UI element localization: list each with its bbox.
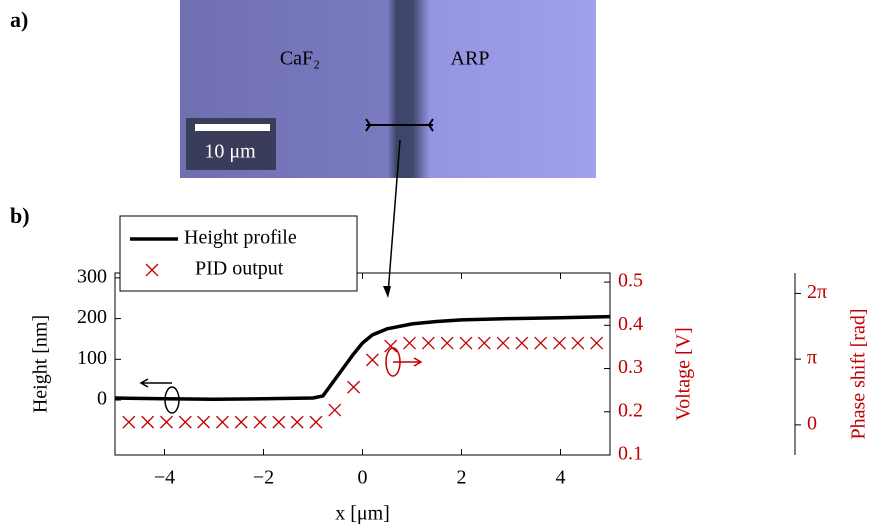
- data-point: [290, 415, 304, 429]
- axis-indicator: [164, 386, 180, 414]
- legend-box: [119, 215, 358, 292]
- y-tick-label: 100: [77, 347, 107, 369]
- data-point: [347, 380, 361, 394]
- x-tick-label: 0: [358, 467, 368, 489]
- data-point: [384, 339, 398, 353]
- y2-axis-label: Voltage [V]: [673, 327, 695, 421]
- data-point: [459, 336, 473, 350]
- data-point: [160, 415, 173, 429]
- x-axis-label: x [μm]: [335, 503, 390, 525]
- y2-tick-label: 0.4: [618, 313, 643, 335]
- data-point: [365, 353, 379, 367]
- y-axis-label: Height [nm]: [30, 315, 52, 413]
- axis-indicator-arrow: [139, 378, 172, 388]
- y3-tick-label: π: [807, 347, 817, 369]
- y-tick-label: 200: [77, 306, 107, 328]
- data-point: [141, 415, 155, 429]
- data-point: [197, 415, 211, 429]
- x-tick-label: −4: [154, 467, 175, 489]
- plot-frame: [114, 272, 611, 456]
- scale-bar-label: 10 μm: [204, 141, 256, 163]
- axis-indicator-arrow: [393, 357, 423, 367]
- data-point: [477, 336, 491, 350]
- arrowhead: [383, 286, 391, 298]
- y-tick-label: 300: [77, 265, 107, 287]
- data-point: [571, 336, 585, 350]
- region-label: ARP: [451, 48, 490, 70]
- region-label: CaF₂: [280, 48, 320, 70]
- y3-tick-label: 0: [807, 412, 817, 434]
- data-point: [403, 336, 416, 350]
- y2-tick-label: 0.3: [618, 356, 643, 378]
- legend-swatch: [145, 263, 159, 277]
- y2-tick-label: 0.1: [618, 443, 643, 465]
- profile-ends: [365, 118, 434, 132]
- y-tick-label: 0: [97, 388, 107, 410]
- scale-bar: [195, 124, 270, 131]
- data-point: [253, 415, 267, 429]
- data-point: [272, 415, 286, 429]
- panel-label: a): [10, 7, 28, 32]
- data-line: [114, 314, 611, 401]
- data-point: [234, 415, 248, 429]
- legend-label: Height profile: [184, 227, 297, 249]
- data-point: [328, 403, 342, 417]
- data-point: [590, 336, 604, 350]
- data-point: [309, 415, 323, 429]
- panel-label: b): [10, 203, 30, 228]
- data-point: [496, 336, 510, 350]
- data-point: [178, 415, 192, 429]
- data-point: [515, 336, 529, 350]
- data-point: [122, 415, 136, 429]
- y3-axis-label: Phase shift [rad]: [848, 308, 870, 439]
- x-tick-label: −2: [253, 467, 274, 489]
- x-tick-label: 2: [457, 467, 467, 489]
- legend-label: PID output: [195, 258, 284, 280]
- arrow: [387, 139, 401, 295]
- data-point: [553, 336, 566, 350]
- y3-tick-label: 2π: [807, 281, 827, 303]
- y2-tick-label: 0.2: [618, 399, 643, 421]
- y2-tick-label: 0.5: [618, 270, 643, 292]
- data-point: [215, 415, 229, 429]
- x-tick-label: 4: [556, 467, 566, 489]
- data-point: [440, 336, 454, 350]
- data-point: [534, 336, 548, 350]
- data-point: [421, 336, 435, 350]
